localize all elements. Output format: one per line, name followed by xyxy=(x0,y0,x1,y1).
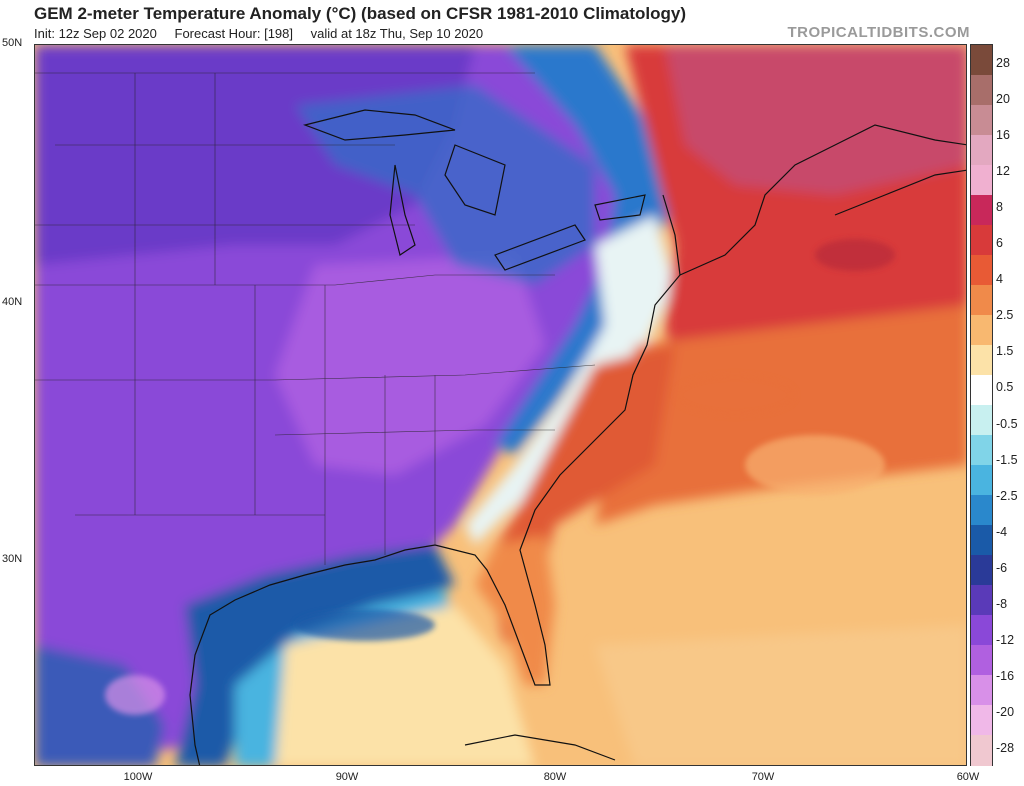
state-borders xyxy=(35,72,596,565)
lon-label-80w: 80W xyxy=(543,771,567,783)
colorbar-tick-label: 20 xyxy=(996,92,1010,107)
lon-label-100w: 100W xyxy=(123,771,153,783)
map-subtitle: Init: 12z Sep 02 2020 Forecast Hour: [19… xyxy=(34,26,497,41)
colorbar-swatch xyxy=(971,585,992,616)
anomaly-neutral-band xyxy=(465,215,675,545)
coastline-new-england xyxy=(679,124,966,276)
lon-label-70w: 70W xyxy=(751,771,775,783)
colorbar-swatch xyxy=(971,345,992,376)
map-title: GEM 2-meter Temperature Anomaly (°C) (ba… xyxy=(34,4,687,23)
colorbar-tick-label: 0.5 xyxy=(996,380,1014,395)
colorbar-swatch xyxy=(971,735,992,766)
lake-superior xyxy=(302,109,456,141)
colorbar xyxy=(970,44,993,766)
colorbar-tick-label: -28 xyxy=(996,741,1015,755)
colorbar-tick-label: -1.5 xyxy=(996,452,1018,467)
coastline-cuba xyxy=(464,734,616,761)
colorbar-swatch xyxy=(971,285,992,316)
colorbar-tick-label: -2.5 xyxy=(996,488,1018,503)
anomaly-warm-quebec xyxy=(665,45,966,195)
coastline-nova-scotia xyxy=(834,169,966,216)
colorbar-swatch xyxy=(971,75,992,106)
lon-label-90w: 90W xyxy=(335,771,359,783)
colorbar-swatch xyxy=(971,645,992,676)
colorbar-swatch xyxy=(971,495,992,526)
colorbar-tick-label: -12 xyxy=(996,632,1015,647)
colorbar-swatch xyxy=(971,315,992,346)
colorbar-swatch xyxy=(971,465,992,496)
colorbar-tick-label: -8 xyxy=(996,596,1008,611)
lat-label-30n: 30N xyxy=(2,553,23,565)
state-border-line xyxy=(35,364,596,381)
anomaly-cold-center xyxy=(275,255,545,475)
colorbar-tick-label: 1.5 xyxy=(996,344,1014,359)
colorbar-swatch xyxy=(971,705,992,736)
colorbar-swatch xyxy=(971,435,992,466)
colorbar-swatch xyxy=(971,675,992,706)
colorbar-tick-label: -0.5 xyxy=(996,416,1018,431)
anomaly-spot-5 xyxy=(295,609,435,641)
lat-label-40n: 40N xyxy=(2,296,23,308)
anomaly-map xyxy=(34,44,967,766)
colorbar-swatch xyxy=(971,405,992,436)
colorbar-tick-label: -20 xyxy=(996,704,1015,719)
lake-ontario xyxy=(594,194,646,221)
colorbar-swatch xyxy=(971,135,992,166)
colorbar-tick-label: 12 xyxy=(996,164,1010,179)
colorbar-swatch xyxy=(971,375,992,406)
colorbar-swatch xyxy=(971,105,992,136)
colorbar-tick-label: -4 xyxy=(996,524,1008,539)
colorbar-tick-label: 2.5 xyxy=(996,308,1014,323)
lake-erie xyxy=(494,224,586,271)
coastlines xyxy=(189,109,966,765)
valid-time: valid at 18z Thu, Sep 10 2020 xyxy=(310,26,484,41)
colorbar-tick-label: 6 xyxy=(996,236,1003,251)
init-time: Init: 12z Sep 02 2020 xyxy=(34,26,157,41)
colorbar-swatch xyxy=(971,615,992,646)
lat-label-50n: 50N xyxy=(2,37,23,49)
colorbar-tick-label: -6 xyxy=(996,560,1008,575)
anomaly-spot-1 xyxy=(815,239,895,271)
colorbar-swatch xyxy=(971,195,992,226)
anomaly-spot-2 xyxy=(675,375,795,415)
colorbar-tick-label: 16 xyxy=(996,128,1010,143)
colorbar-swatch xyxy=(971,45,992,76)
forecast-hour: Forecast Hour: [198] xyxy=(174,26,294,41)
anomaly-blue-lakes xyxy=(295,85,595,285)
colorbar-swatch xyxy=(971,525,992,556)
lake-huron xyxy=(444,144,506,216)
state-border-line xyxy=(35,274,555,286)
state-border-line xyxy=(274,429,555,436)
colorbar-swatch xyxy=(971,225,992,256)
colorbar-tick-label: 4 xyxy=(996,272,1003,287)
colorbar-swatch xyxy=(971,555,992,586)
coastline-atlantic xyxy=(189,194,681,765)
colorbar-tick-label: 8 xyxy=(996,200,1003,215)
colorbar-swatch xyxy=(971,165,992,196)
anomaly-blue-band-north xyxy=(495,45,675,455)
map-canvas xyxy=(35,45,966,765)
anomaly-warm-florida xyxy=(475,535,555,685)
anomaly-blue-mexico xyxy=(35,645,165,765)
lon-label-60w: 60W xyxy=(956,771,980,783)
colorbar-tick-label: 28 xyxy=(996,56,1010,70)
watermark: TROPICALTIDBITS.COM xyxy=(787,24,970,41)
colorbar-tick-label: -16 xyxy=(996,668,1015,683)
anomaly-pale-south xyxy=(275,605,535,765)
anomaly-spot-4 xyxy=(105,675,165,715)
anomaly-spot-3 xyxy=(745,435,885,495)
lake-michigan xyxy=(389,164,416,256)
colorbar-swatch xyxy=(971,255,992,286)
anomaly-pale-caribbean xyxy=(595,625,966,765)
